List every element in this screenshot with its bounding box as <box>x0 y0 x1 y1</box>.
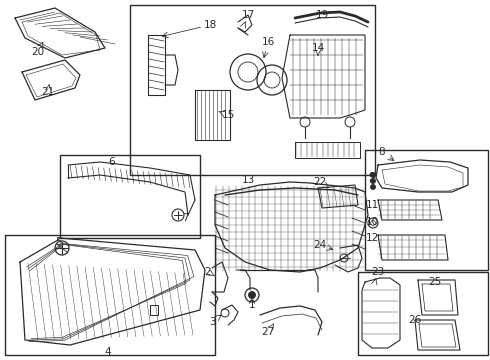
Text: 21: 21 <box>41 87 54 97</box>
Text: 15: 15 <box>221 110 235 120</box>
Circle shape <box>370 184 375 189</box>
Bar <box>358 272 488 355</box>
Circle shape <box>248 292 255 298</box>
Circle shape <box>370 172 375 177</box>
Bar <box>365 150 488 270</box>
Text: 11: 11 <box>366 200 379 210</box>
Text: 20: 20 <box>31 47 45 57</box>
Text: 14: 14 <box>311 43 325 53</box>
Text: 9: 9 <box>368 172 375 182</box>
Text: 19: 19 <box>316 10 329 20</box>
Text: 1: 1 <box>249 300 255 310</box>
Bar <box>130 5 375 175</box>
Text: 23: 23 <box>371 267 385 277</box>
Text: 25: 25 <box>428 277 441 287</box>
Text: 2: 2 <box>205 267 211 277</box>
Text: 8: 8 <box>379 147 385 157</box>
Text: 13: 13 <box>242 175 255 185</box>
Text: 4: 4 <box>105 347 111 357</box>
Text: 6: 6 <box>109 157 115 167</box>
Text: 27: 27 <box>261 327 274 337</box>
Circle shape <box>370 179 375 184</box>
Text: 16: 16 <box>261 37 274 47</box>
Bar <box>60 155 200 238</box>
Text: 7: 7 <box>182 213 188 223</box>
Text: 5: 5 <box>55 237 61 247</box>
Text: 17: 17 <box>242 10 255 20</box>
Text: 24: 24 <box>314 240 327 250</box>
Bar <box>5 235 215 355</box>
Text: 10: 10 <box>366 217 379 227</box>
Text: 18: 18 <box>203 20 217 30</box>
Text: 26: 26 <box>408 315 421 325</box>
Text: 22: 22 <box>314 177 327 187</box>
Text: 3: 3 <box>209 317 215 327</box>
Text: 12: 12 <box>366 233 379 243</box>
